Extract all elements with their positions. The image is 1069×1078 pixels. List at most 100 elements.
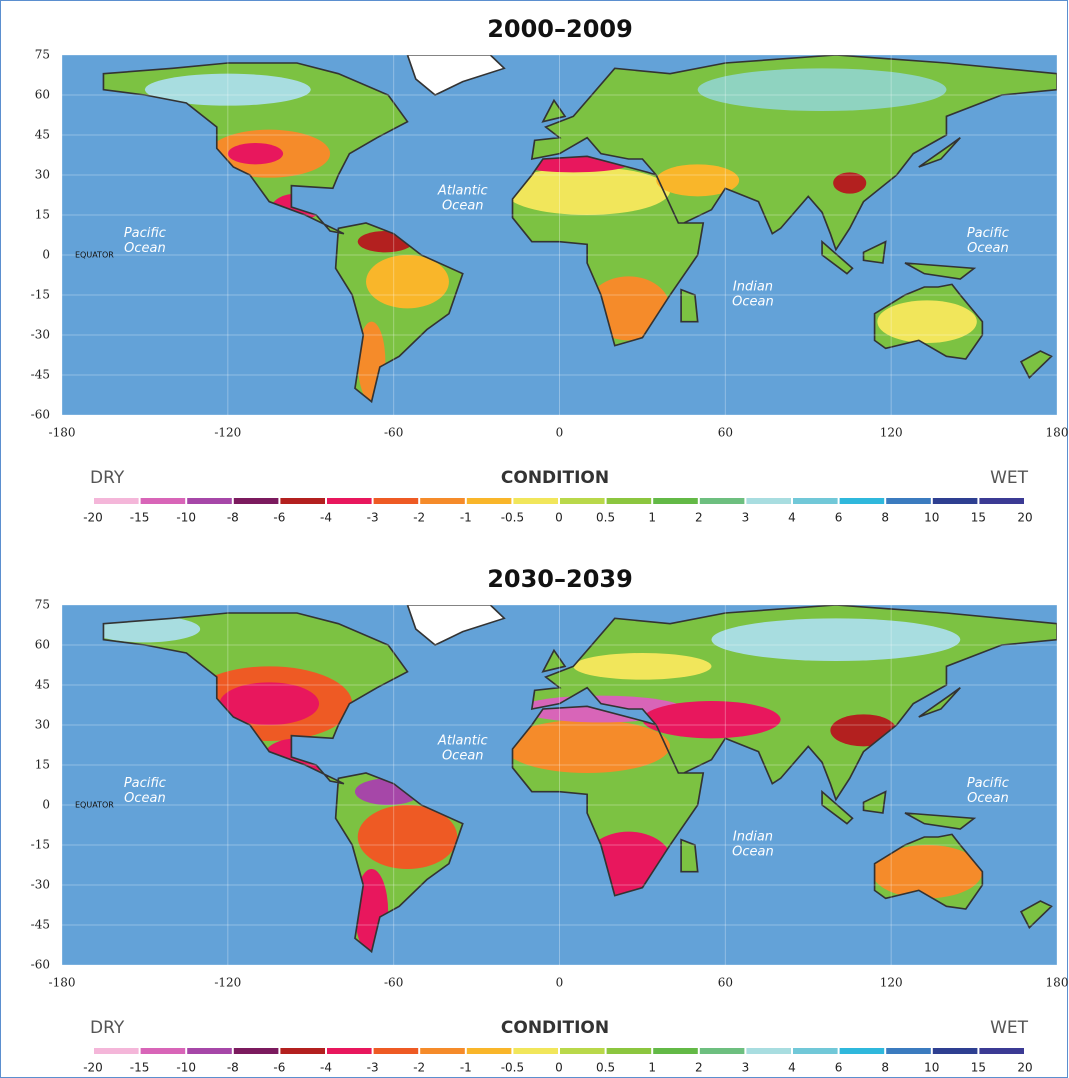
legend-swatch [94,498,139,504]
y-tick-label: 15 [35,758,50,772]
y-tick-label: -60 [31,958,50,972]
legend-tick-label: 0 [555,1061,563,1075]
legend-swatch [607,498,652,504]
legend-dry: DRY [90,468,125,488]
legend-swatch [280,1048,325,1054]
legend-tick-label: 20 [1017,511,1032,525]
ocean-label: Ocean [124,791,166,806]
x-tick-label: -60 [384,976,403,990]
y-tick-label: -30 [31,878,50,892]
legend-tick-label: -3 [367,511,379,525]
x-tick-label: 60 [718,976,733,990]
legend-swatch [234,1048,279,1054]
x-tick-label: -60 [384,426,403,440]
legend-swatch [234,498,279,504]
legend-tick-label: 10 [924,511,939,525]
y-tick-label: 75 [35,598,50,612]
y-tick-label: 45 [35,678,50,692]
legend-swatch [374,1048,419,1054]
legend-tick-label: 6 [835,1061,843,1075]
legend-tick-label: -4 [320,511,332,525]
legend-swatch [607,1048,652,1054]
legend-tick-label: -1 [460,1061,472,1075]
legend-swatch [840,498,885,504]
legend-tick-label: -2 [413,1061,425,1075]
legend-swatch [280,498,325,504]
legend-swatch [793,498,838,504]
x-tick-label: 0 [556,426,564,440]
legend-swatch [420,1048,465,1054]
legend-swatch [513,1048,558,1054]
legend-tick-label: -0.5 [501,1061,524,1075]
legend-swatch [746,498,791,504]
legend-swatch [327,498,372,504]
legend-swatch [979,498,1024,504]
legend-tick-label: -6 [273,1061,285,1075]
x-tick-label: 120 [880,426,903,440]
ocean-label: Pacific [967,776,1009,791]
legend-tick-label: 2 [695,1061,703,1075]
x-tick-label: -120 [214,426,241,440]
ocean-label: Ocean [967,241,1009,256]
legend-tick-label: -0.5 [501,511,524,525]
legend-tick-label: -20 [83,1061,103,1075]
legend-tick-label: 20 [1017,1061,1032,1075]
ocean-label: Ocean [124,241,166,256]
y-tick-label: 0 [42,248,50,262]
legend-tick-label: 8 [881,1061,889,1075]
y-tick-label: 0 [42,798,50,812]
legend-tick-label: 4 [788,1061,796,1075]
legend-tick-label: -8 [227,511,239,525]
ocean-label: Ocean [442,749,484,764]
ocean-label: Indian [733,830,773,845]
legend-tick-label: -8 [227,1061,239,1075]
legend-swatch [746,1048,791,1054]
legend-swatch [141,498,186,504]
legend-dry: DRY [90,1018,125,1038]
equator-label: EQUATOR [75,801,114,810]
legend-tick-label: -6 [273,511,285,525]
x-tick-label: 180 [1046,976,1069,990]
legend-swatch [327,1048,372,1054]
x-tick-label: 60 [718,426,733,440]
y-tick-label: 30 [35,168,50,182]
legend-swatch [467,498,512,504]
ocean-label: Ocean [732,295,774,310]
legend-swatch [886,1048,931,1054]
legend-swatch [560,1048,605,1054]
ocean-label: Atlantic [437,734,488,749]
legend-swatch [700,498,745,504]
y-tick-label: 60 [35,638,50,652]
legend-tick-label: 3 [742,511,750,525]
legend-swatch [793,1048,838,1054]
legend-tick-label: -15 [130,1061,150,1075]
ocean-label: Indian [733,280,773,295]
legend-wet: WET [990,468,1029,488]
ocean-label: Pacific [124,226,166,241]
y-tick-label: 75 [35,48,50,62]
x-tick-label: 0 [556,976,564,990]
legend-tick-label: 15 [971,1061,986,1075]
legend-title: CONDITION [501,468,609,488]
legend-tick-label: -10 [176,511,196,525]
y-tick-label: 30 [35,718,50,732]
legend-swatch [420,498,465,504]
ocean-label: Ocean [732,845,774,860]
legend-swatch [840,1048,885,1054]
legend-tick-label: 6 [835,511,843,525]
y-tick-label: -15 [31,288,50,302]
legend-tick-label: 1 [648,1061,656,1075]
legend-tick-label: 2 [695,511,703,525]
x-tick-label: 120 [880,976,903,990]
x-tick-label: 180 [1046,426,1069,440]
ocean-label: Pacific [967,226,1009,241]
y-tick-label: -30 [31,328,50,342]
legend-swatch [94,1048,139,1054]
y-tick-label: -60 [31,408,50,422]
y-tick-label: 15 [35,208,50,222]
legend-swatch [886,498,931,504]
legend-tick-label: -20 [83,511,103,525]
legend-swatch [560,498,605,504]
legend-swatch [933,1048,978,1054]
legend-swatch [187,1048,232,1054]
